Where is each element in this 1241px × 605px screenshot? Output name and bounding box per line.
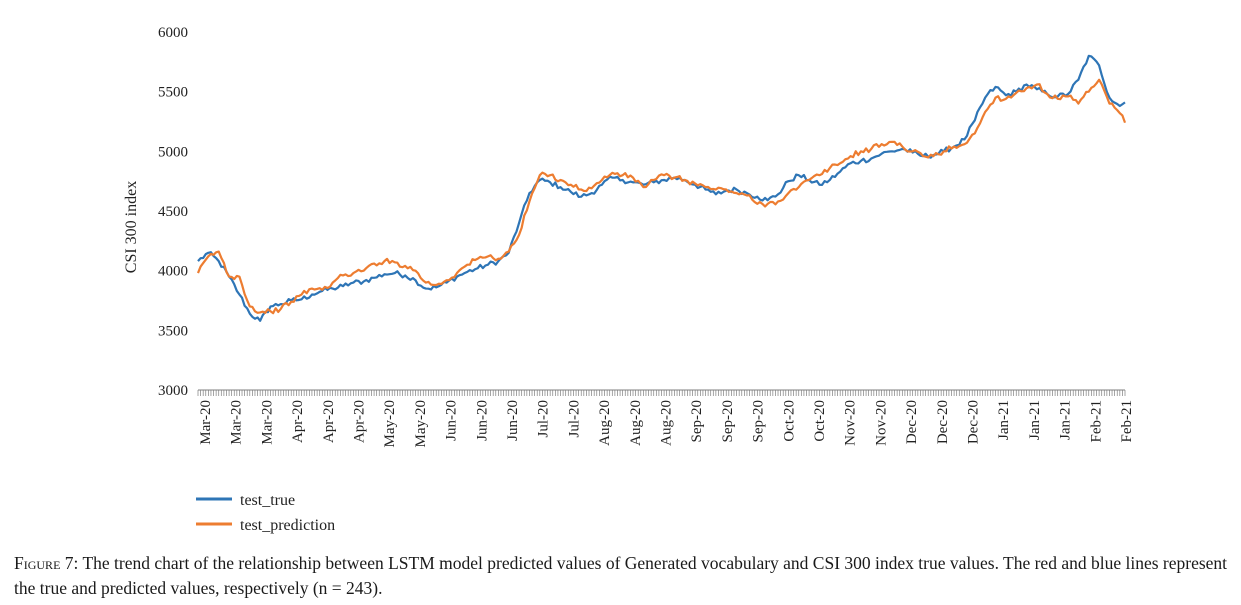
x-tick-label: Dec-20 xyxy=(966,400,982,444)
x-tick-label: Apr-20 xyxy=(290,400,306,443)
x-tick-label: Jan-21 xyxy=(1027,400,1043,440)
x-tick-label: Mar-20 xyxy=(259,400,275,445)
x-tick-label: Apr-20 xyxy=(321,400,337,443)
series-line-test-prediction xyxy=(196,78,1127,315)
x-tick-label: Aug-20 xyxy=(659,400,675,446)
x-tick-label: Jun-20 xyxy=(474,400,490,441)
figure-caption: Figure 7: The trend chart of the relatio… xyxy=(14,551,1239,601)
x-tick-label: Sep-20 xyxy=(720,400,736,443)
x-tick-label: May-20 xyxy=(413,400,429,448)
series-line-test-true xyxy=(197,54,1126,322)
y-tick-label: 3500 xyxy=(158,323,188,339)
y-axis-title: CSI 300 index xyxy=(123,181,140,273)
legend: test_true test_prediction xyxy=(196,492,335,534)
y-tick-label: 3000 xyxy=(158,383,188,399)
x-tick-label: Sep-20 xyxy=(689,400,705,443)
x-tick-label: Oct-20 xyxy=(781,400,797,442)
y-tick-label: 4000 xyxy=(158,264,188,280)
x-tick-label: Nov-20 xyxy=(843,400,859,446)
x-tick-label: Aug-20 xyxy=(628,400,644,446)
x-tick-label: Jun-20 xyxy=(505,400,521,441)
legend-label-test-true: test_true xyxy=(240,492,295,509)
x-axis-tick-labels: Mar-20 Mar-20 Mar-20 Apr-20 Apr-20 Apr-20 May-… xyxy=(198,400,1135,448)
x-axis-minor-ticks xyxy=(197,390,1126,396)
y-tick-label: 4500 xyxy=(158,204,188,220)
legend-label-test-prediction: test_prediction xyxy=(240,517,335,534)
x-tick-label: Oct-20 xyxy=(812,400,828,442)
x-tick-label: Jan-21 xyxy=(996,400,1012,440)
y-tick-label: 5000 xyxy=(158,144,188,160)
x-tick-label: Nov-20 xyxy=(873,400,889,446)
x-tick-label: Jul-20 xyxy=(566,400,582,438)
figure-caption-label: Figure 7: xyxy=(14,553,79,573)
x-tick-label: Feb-21 xyxy=(1119,400,1135,443)
y-tick-label: 5500 xyxy=(158,85,188,101)
y-tick-label: 6000 xyxy=(158,25,188,41)
y-axis-ticks: 3000 3500 4000 4500 5000 5500 6000 xyxy=(158,25,188,399)
x-axis xyxy=(197,389,1126,396)
x-tick-label: Sep-20 xyxy=(751,400,767,443)
x-tick-label: Mar-20 xyxy=(198,400,214,445)
x-tick-label: Feb-21 xyxy=(1088,400,1104,443)
x-tick-label: Mar-20 xyxy=(229,400,245,445)
x-tick-label: May-20 xyxy=(382,400,398,448)
x-tick-label: Apr-20 xyxy=(352,400,368,443)
x-tick-label: Jul-20 xyxy=(536,400,552,438)
x-tick-label: Dec-20 xyxy=(935,400,951,444)
x-tick-label: Aug-20 xyxy=(597,400,613,446)
x-tick-label: Dec-20 xyxy=(904,400,920,444)
figure-caption-text: The trend chart of the relationship betw… xyxy=(14,553,1228,598)
x-tick-label: Jun-20 xyxy=(444,400,460,441)
series-lines xyxy=(196,54,1127,322)
x-tick-label: Jan-21 xyxy=(1058,400,1074,440)
